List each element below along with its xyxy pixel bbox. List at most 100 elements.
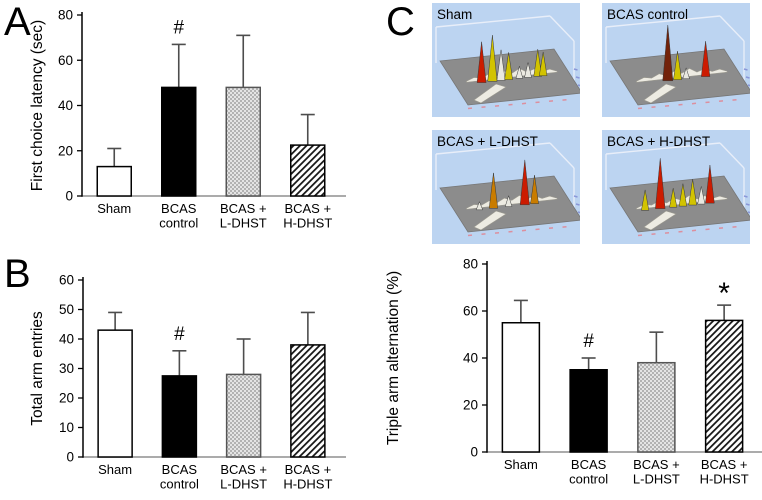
maze-image-bcas-l-dhst: BCAS + L-DHST	[432, 130, 584, 249]
y-tick-label: 20	[58, 143, 73, 158]
activity-peak-orange	[488, 172, 499, 209]
bar-sham	[97, 329, 133, 458]
activity-peak-red	[655, 158, 666, 209]
bar-bcas-h-dhst	[704, 319, 744, 453]
occupancy-ridge-arm	[473, 83, 507, 104]
activity-peak-yellow	[533, 49, 543, 77]
maze-image-label: BCAS + L-DHST	[437, 134, 538, 149]
y-tick-label: 50	[59, 302, 74, 317]
axis-tick-blue	[573, 195, 578, 198]
activity-peak-white	[682, 67, 690, 80]
x-tick-label: control	[160, 477, 199, 492]
activity-peak-yellow	[688, 179, 697, 206]
significance-hash: #	[583, 331, 594, 352]
y-tick-label: 40	[58, 98, 73, 113]
x-tick-label: BCAS	[571, 457, 607, 472]
maze-3d-plot: BCAS control	[602, 3, 754, 117]
activity-peak-white	[697, 186, 706, 205]
panel-b-label: B	[4, 252, 31, 296]
y-tick-label: 10	[59, 420, 74, 435]
maze-3d-plot: Sham	[432, 3, 584, 117]
y-tick-label: 0	[65, 189, 73, 204]
y-tick-label: 0	[470, 445, 478, 460]
bar-bcas-control	[569, 369, 608, 453]
x-tick-label: BCAS	[161, 201, 197, 216]
wireframe-edge	[549, 15, 575, 42]
bar-bcas-control	[161, 86, 197, 197]
activity-peak-red	[519, 159, 530, 206]
bar-sham	[96, 165, 132, 197]
axis-tick-blue	[577, 211, 582, 214]
bar-bcas-h-dhst	[290, 144, 326, 197]
maze-3d-plot: BCAS + L-DHST	[432, 130, 584, 244]
x-tick-label: Sham	[97, 201, 131, 216]
chart-svg-triple-arm-alternation: 0 20 40 60 80 Triple arm alternation (%) Sham #…	[385, 257, 762, 487]
y-axis-title: First choice latency (sec)	[29, 20, 46, 191]
maze-image-label: BCAS + H-DHST	[607, 134, 710, 149]
y-tick-label: 80	[463, 257, 478, 272]
x-tick-label: H-DHST	[283, 477, 332, 492]
wireframe-edge	[719, 142, 745, 169]
bar-bcas-l-dhst	[637, 361, 676, 453]
significance-star: *	[718, 277, 730, 310]
panel-c-label: C	[386, 0, 415, 44]
occupancy-ridge-arm	[643, 83, 677, 104]
x-tick-label: L-DHST	[220, 216, 267, 231]
axis-tick-blue	[743, 68, 748, 71]
wireframe-edge	[719, 15, 745, 42]
activity-peak-red	[701, 41, 711, 77]
axis-tick-blue	[573, 68, 578, 71]
wireframe-edge	[605, 15, 721, 28]
activity-peak-yellow	[678, 183, 688, 207]
x-tick-label: L-DHST	[633, 472, 680, 487]
bar-bcas-l-dhst	[225, 86, 261, 197]
x-tick-label: L-DHST	[220, 477, 267, 492]
activity-peak-orange	[530, 175, 539, 204]
x-tick-label: BCAS +	[701, 457, 748, 472]
wireframe-edge	[435, 142, 551, 155]
x-tick-label: control	[159, 216, 198, 231]
x-tick-label: Sham	[98, 462, 132, 477]
y-tick-label: 40	[59, 332, 74, 347]
axis-tick-blue	[743, 195, 748, 198]
panel-a-label: A	[4, 0, 31, 44]
activity-peak-yellow	[669, 188, 678, 208]
axis-tick-blue	[745, 76, 750, 79]
y-tick-label: 20	[463, 398, 478, 413]
occupancy-ridge-arm	[473, 210, 507, 231]
y-axis-title: Total arm entries	[29, 311, 46, 426]
activity-peak-yellow	[673, 51, 682, 80]
chart-triple-arm-alternation: 0 20 40 60 80 Triple arm alternation (%) Sham #…	[384, 252, 762, 500]
chart-first-choice-latency: 0 20 40 60 80 First choice latency (sec) Sham #…	[26, 2, 378, 248]
wireframe-edge	[605, 142, 721, 155]
y-tick-label: 60	[59, 273, 74, 288]
activity-peak-white	[524, 62, 532, 78]
axis-tick-blue	[575, 203, 580, 206]
occupancy-ridge-arm	[643, 210, 677, 231]
chart-svg-first-choice-latency: 0 20 40 60 80 First choice latency (sec) Sham #…	[29, 8, 346, 231]
x-tick-label: BCAS	[162, 462, 198, 477]
maze-image-bcas-h-dhst: BCAS + H-DHST	[602, 130, 754, 249]
maze-image-label: BCAS control	[607, 7, 688, 22]
x-tick-label: H-DHST	[700, 472, 749, 487]
chart-total-arm-entries: 0 10 20 30 40 50 60 Total arm entries Sham # BCAS c…	[26, 254, 378, 500]
x-tick-label: H-DHST	[283, 216, 332, 231]
x-tick-label: BCAS +	[220, 201, 267, 216]
significance-hash: #	[174, 324, 185, 345]
y-tick-label: 40	[463, 351, 478, 366]
activity-peak-yellow	[504, 52, 513, 80]
x-tick-label: BCAS +	[285, 462, 332, 477]
bar-sham	[501, 322, 541, 453]
y-tick-label: 30	[59, 361, 74, 376]
maze-image-bcas-control: BCAS control	[602, 3, 754, 122]
significance-hash: #	[173, 17, 184, 38]
maze-image-sham: Sham	[432, 3, 584, 122]
axis-tick-blue	[745, 203, 750, 206]
axis-tick-blue	[577, 84, 582, 87]
y-tick-label: 80	[58, 8, 73, 23]
x-tick-label: BCAS +	[633, 457, 680, 472]
x-tick-label: BCAS +	[220, 462, 267, 477]
y-tick-label: 60	[463, 304, 478, 319]
wireframe-edge	[435, 15, 551, 28]
